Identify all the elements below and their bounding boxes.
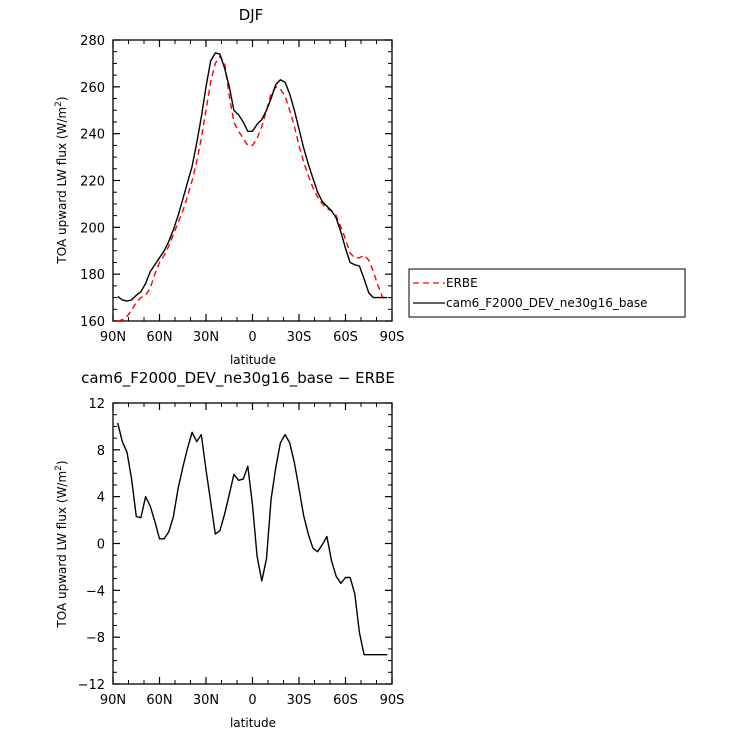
chart-title: DJF [239, 6, 264, 24]
x-tick-label: 90S [380, 693, 405, 708]
y-tick-labels: −12 −8 −4 0 4 8 12 [78, 397, 105, 693]
top-panel: DJF 90N 60N 30N 0 30S 60S 90S 160 180 200 220 240 2… [54, 6, 686, 367]
tick-marks [112, 39, 393, 322]
y-tick-label: 240 [80, 128, 105, 143]
y-tick-label: 220 [80, 175, 105, 190]
y-tick-label: 260 [80, 81, 105, 96]
x-axis-label: latitude [230, 353, 276, 367]
y-tick-label: 200 [80, 221, 105, 236]
y-tick-label: 4 [97, 491, 105, 506]
x-tick-label: 0 [248, 693, 256, 708]
series-lines [117, 422, 388, 656]
legend: ERBE cam6_F2000_DEV_ne30g16_base [408, 268, 686, 318]
y-tick-label: −4 [86, 584, 105, 599]
y-tick-label: −12 [78, 678, 105, 693]
x-tick-label: 90N [100, 693, 126, 708]
series-lines [117, 52, 388, 322]
legend-box [408, 268, 686, 318]
x-tick-label: 60S [333, 693, 358, 708]
series-line-cam6-f2000-dev-ne30g16-base [117, 52, 388, 302]
y-tick-labels: 160 180 200 220 240 260 280 [80, 34, 105, 330]
x-tick-label: 90N [100, 330, 126, 345]
y-tick-label: −8 [86, 631, 105, 646]
y-tick-label: 12 [88, 397, 105, 412]
x-tick-labels: 90N 60N 30N 0 30S 60S 90S [100, 693, 405, 708]
y-axis-label: TOA upward LW flux (W/m2) [54, 460, 69, 628]
y-tick-label: 8 [97, 444, 105, 459]
x-tick-label: 30S [287, 330, 312, 345]
y-tick-label: 160 [80, 315, 105, 330]
x-tick-label: 30N [193, 693, 219, 708]
plot-frame [112, 402, 393, 685]
bottom-panel: cam6_F2000_DEV_ne30g16_base − ERBE 90N 60… [54, 369, 404, 730]
y-tick-label: 280 [80, 34, 105, 49]
y-axis-label: TOA upward LW flux (W/m2) [54, 96, 69, 264]
series-line-difference [117, 422, 388, 656]
x-tick-label: 60N [146, 330, 172, 345]
legend-label-erbe: ERBE [446, 276, 478, 290]
x-axis-label: latitude [230, 716, 276, 730]
x-tick-label: 30S [287, 693, 312, 708]
y-tick-label: 0 [97, 538, 105, 553]
x-tick-label: 30N [193, 330, 219, 345]
x-tick-label: 60S [333, 330, 358, 345]
y-tick-label: 180 [80, 268, 105, 283]
x-tick-label: 60N [146, 693, 172, 708]
tick-marks [112, 402, 393, 685]
x-tick-labels: 90N 60N 30N 0 30S 60S 90S [100, 330, 405, 345]
x-tick-label: 0 [248, 330, 256, 345]
legend-label-model: cam6_F2000_DEV_ne30g16_base [446, 296, 648, 310]
series-line-erbe [117, 55, 388, 322]
x-tick-label: 90S [380, 330, 405, 345]
chart-title: cam6_F2000_DEV_ne30g16_base − ERBE [81, 369, 395, 388]
plot-frame [112, 39, 393, 322]
